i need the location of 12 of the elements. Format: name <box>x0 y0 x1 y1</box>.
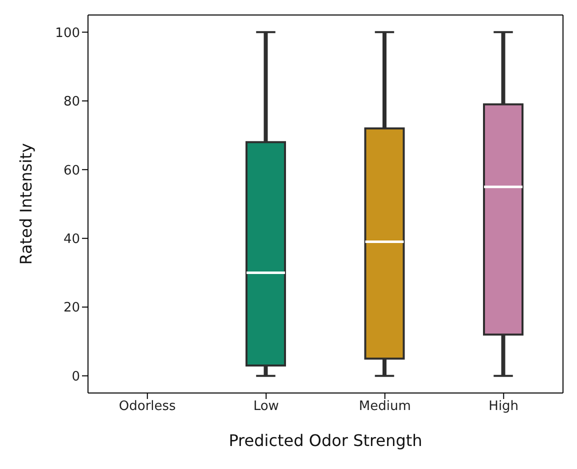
y-tick-label: 20 <box>63 300 80 316</box>
x-tick-label: Low <box>253 399 280 414</box>
y-tick-label: 40 <box>63 232 80 247</box>
x-tick-label: Odorless <box>118 399 176 414</box>
y-tick-label: 60 <box>63 163 80 178</box>
x-tick-label: High <box>488 399 519 414</box>
y-tick-label: 100 <box>55 26 80 41</box>
y-tick-label: 0 <box>72 369 80 384</box>
y-axis-title: Rated Intensity <box>16 143 36 265</box>
x-tick-label: Medium <box>358 399 411 414</box>
x-axis-title: Predicted Odor Strength <box>228 431 422 450</box>
y-tick-label: 80 <box>63 94 80 110</box>
